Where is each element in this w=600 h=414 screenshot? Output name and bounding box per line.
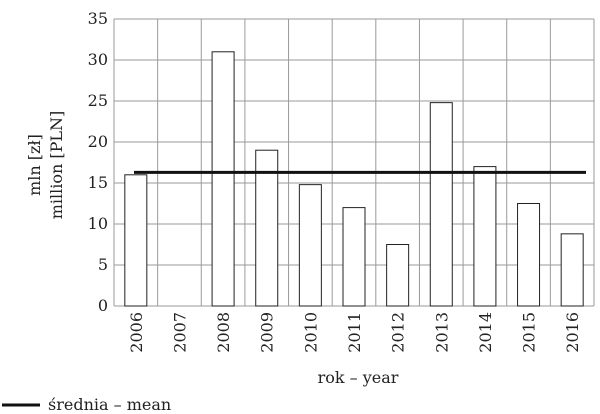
x-tick-label: 2010 [301,312,320,353]
bar-2016 [560,233,584,307]
bar-2009 [255,149,279,307]
bar-2015 [517,203,541,307]
grid [113,18,595,307]
x-axis-title: rok – year [318,368,399,387]
legend-label: średnia – mean [48,395,171,414]
bars [124,51,584,307]
y-tick-label: 15 [88,173,108,192]
y-axis-title-line1: mln [zł] [25,134,44,196]
y-tick-label: 25 [88,91,108,110]
bar-2012 [386,244,410,307]
x-tick-label: 2006 [127,312,146,353]
y-tick-label: 0 [98,296,108,315]
bar-2014 [473,166,497,307]
y-tick-labels: 0 5 10 15 20 25 30 35 [88,9,108,315]
y-tick-label: 10 [88,214,108,233]
y-tick-label: 30 [88,50,108,69]
x-tick-label: 2008 [214,312,233,353]
bar-2011 [342,207,366,307]
bar-2008 [211,51,235,307]
x-tick-label: 2012 [389,312,408,353]
x-tick-labels: 2006 2007 2008 2009 2010 2011 2012 2013 2014 2015… [127,312,582,353]
y-tick-label: 20 [88,132,108,151]
y-tick-label: 5 [98,255,108,274]
x-tick-label: 2014 [476,312,495,353]
y-axis-title-line2: million [PLN] [47,111,66,220]
y-tick-label: 35 [88,9,108,28]
x-tick-label: 2013 [432,312,451,353]
bar-2006 [124,174,148,307]
x-tick-label: 2009 [258,312,277,353]
x-tick-label: 2016 [563,312,582,353]
x-tick-label: 2015 [520,312,539,353]
bar-2013 [429,102,453,307]
bar-2010 [298,184,322,307]
x-tick-label: 2007 [170,312,189,353]
x-tick-label: 2011 [345,312,364,353]
